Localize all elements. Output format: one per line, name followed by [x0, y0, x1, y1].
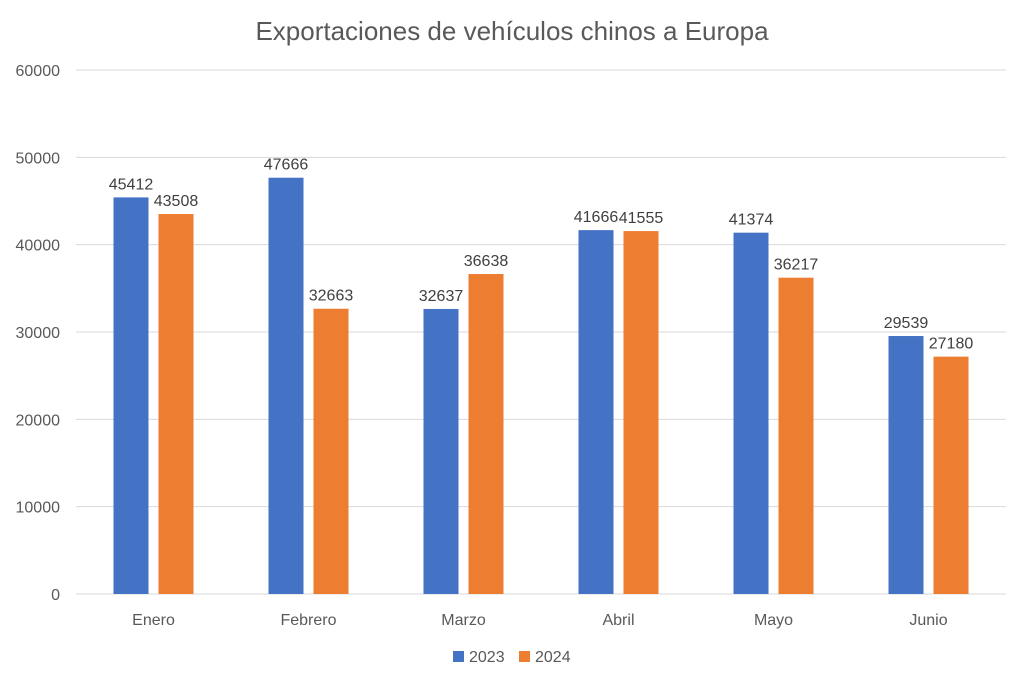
- chart-title: Exportaciones de vehículos chinos a Euro…: [255, 16, 769, 46]
- gridlines: [76, 69, 1006, 595]
- legend-swatch-2023: [453, 651, 464, 662]
- y-tick-label: 50000: [16, 150, 61, 167]
- data-label: 41666: [574, 209, 619, 226]
- x-category-label: Mayo: [754, 612, 793, 629]
- x-category-label: Enero: [132, 612, 175, 629]
- bar-2023-enero: [113, 197, 149, 595]
- x-category-label: Abril: [602, 612, 634, 629]
- bar-2023-abril: [578, 230, 614, 594]
- bars: [113, 177, 969, 595]
- bar-2024-mayo: [778, 277, 814, 594]
- bar-2023-junio: [888, 336, 924, 594]
- x-category-label: Febrero: [280, 612, 336, 629]
- bar-2024-abril: [623, 231, 659, 594]
- y-tick-label: 10000: [16, 500, 61, 517]
- bar-2024-junio: [933, 356, 969, 594]
- y-tick-label: 60000: [16, 63, 61, 80]
- x-axis-categories: Enero Febrero Marzo Abril Mayo Junio: [132, 612, 948, 629]
- legend-label: 2023: [469, 649, 505, 666]
- bar-2023-febrero: [268, 177, 304, 595]
- data-label: 41555: [619, 210, 664, 227]
- y-tick-label: 30000: [16, 325, 61, 342]
- data-label: 32637: [419, 288, 464, 305]
- data-label: 47666: [264, 157, 309, 174]
- data-label: 29539: [884, 315, 929, 332]
- data-label: 36217: [774, 257, 819, 274]
- y-tick-label: 20000: [16, 412, 61, 429]
- data-label: 41374: [729, 212, 774, 229]
- legend: 2023 2024: [453, 649, 571, 666]
- bar-2024-enero: [158, 214, 194, 594]
- x-category-label: Junio: [909, 612, 947, 629]
- y-tick-label: 0: [51, 587, 60, 604]
- bar-2023-mayo: [733, 232, 769, 595]
- data-label: 43508: [154, 193, 199, 210]
- data-label: 45412: [109, 176, 154, 193]
- y-tick-label: 40000: [16, 238, 61, 255]
- data-label: 36638: [464, 253, 509, 270]
- data-label: 32663: [309, 288, 354, 305]
- y-axis-ticks: 0 10000 20000 30000 40000 50000 60000: [16, 63, 61, 604]
- bar-2024-febrero: [313, 308, 349, 594]
- bar-2024-marzo: [468, 274, 504, 594]
- legend-swatch-2024: [519, 651, 530, 662]
- bar-2023-marzo: [423, 308, 459, 594]
- data-label: 27180: [929, 336, 974, 353]
- x-category-label: Marzo: [441, 612, 486, 629]
- legend-label: 2024: [535, 649, 571, 666]
